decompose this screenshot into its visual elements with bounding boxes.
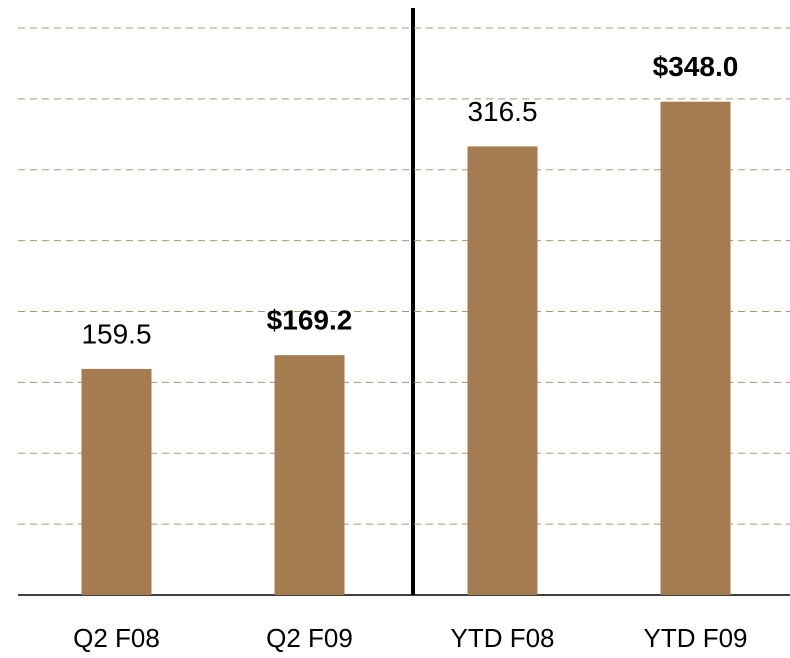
x-tick-label: Q2 F08 (73, 623, 160, 653)
bar (274, 355, 345, 595)
value-label: 159.5 (81, 318, 151, 349)
value-label: 316.5 (467, 96, 537, 127)
x-tick-label: YTD F09 (643, 623, 747, 653)
x-tick-label: YTD F08 (450, 623, 554, 653)
bar (81, 368, 152, 595)
bar (467, 146, 538, 595)
bar (660, 101, 731, 596)
x-tick-label: Q2 F09 (266, 623, 353, 653)
value-label: $169.2 (267, 305, 353, 336)
value-label: $348.0 (653, 51, 739, 82)
